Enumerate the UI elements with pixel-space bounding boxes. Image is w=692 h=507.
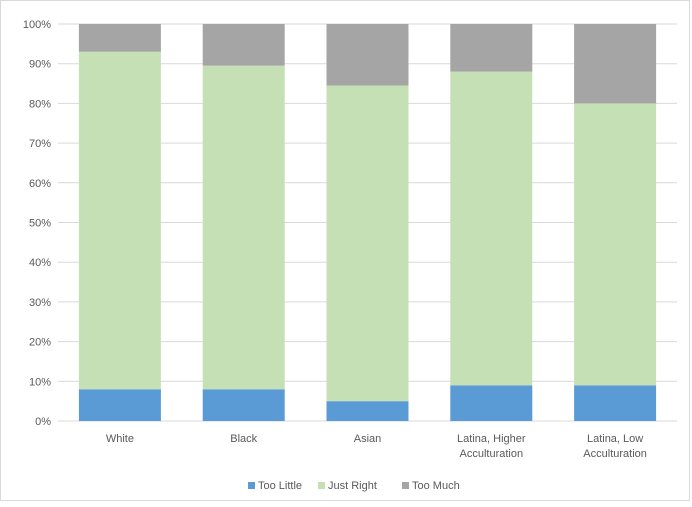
bars xyxy=(78,24,657,421)
bar-segment-too-much xyxy=(78,24,161,52)
x-axis-category-labels: White Black Asian Latina, Higher Acculturati… xyxy=(106,433,647,460)
bar-segment-too-little xyxy=(202,389,285,421)
bar-segment-too-little xyxy=(326,401,409,421)
bar-segment-too-much xyxy=(202,24,285,66)
legend-swatch xyxy=(402,482,409,489)
bar-segment-too-much xyxy=(574,24,657,104)
y-tick-label: 20% xyxy=(29,337,51,349)
y-tick-label: 70% xyxy=(29,138,51,150)
legend-label: Too Little xyxy=(258,480,302,492)
bar-segment-just-right xyxy=(202,65,285,390)
x-category-label: Black xyxy=(230,433,257,445)
bar-segment-too-little xyxy=(574,385,657,421)
x-category-label: Latina, Low xyxy=(587,433,643,445)
y-tick-label: 80% xyxy=(29,98,51,110)
x-category-label: White xyxy=(106,433,134,445)
bar-segment-too-much xyxy=(450,24,533,72)
y-tick-label: 10% xyxy=(29,376,51,388)
legend-label: Too Much xyxy=(412,480,460,492)
bar-segment-just-right xyxy=(326,85,409,402)
bar-segment-just-right xyxy=(78,51,161,390)
x-category-label: Acculturation xyxy=(460,448,524,460)
y-axis-tick-labels: 0% 10% 20% 30% 40% 50% 60% 70% 80% 90% 100% xyxy=(23,19,51,428)
y-tick-label: 50% xyxy=(29,218,51,230)
bar-segment-too-much xyxy=(326,24,409,86)
y-tick-label: 90% xyxy=(29,59,51,71)
x-category-label: Acculturation xyxy=(583,448,647,460)
bar-segment-too-little xyxy=(450,385,533,421)
legend-label: Just Right xyxy=(328,480,377,492)
bar-segment-just-right xyxy=(450,71,533,386)
x-category-label: Latina, Higher xyxy=(457,433,526,445)
y-tick-label: 60% xyxy=(29,178,51,190)
y-tick-label: 40% xyxy=(29,257,51,269)
legend-swatch xyxy=(248,482,255,489)
y-tick-label: 30% xyxy=(29,297,51,309)
y-tick-label: 100% xyxy=(23,19,51,31)
bar-segment-just-right xyxy=(574,103,657,386)
bar-segment-too-little xyxy=(78,389,161,421)
y-tick-label: 0% xyxy=(35,416,51,428)
x-category-label: Asian xyxy=(354,433,382,445)
legend-swatch xyxy=(318,482,325,489)
legend: Too Little Just Right Too Much xyxy=(248,480,460,492)
